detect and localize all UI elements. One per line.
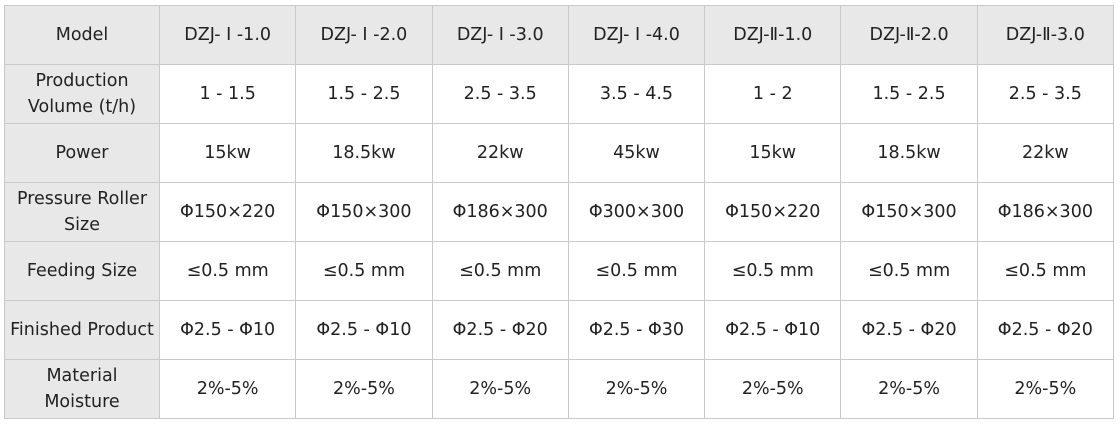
- table-cell: 2%-5%: [567, 359, 706, 419]
- table-cell: ≤0.5 mm: [431, 241, 569, 301]
- table-cell: ≤0.5 mm: [976, 241, 1115, 301]
- table-cell: Φ150×300: [840, 182, 978, 242]
- table-row: Feeding Size ≤0.5 mm ≤0.5 mm ≤0.5 mm ≤0.5 mm…: [4, 241, 1115, 301]
- table-cell: Φ2.5 - Φ10: [704, 300, 842, 360]
- table-cell: 2%-5%: [704, 359, 842, 419]
- model-header: DZJ- Ⅰ -4.0: [567, 5, 706, 65]
- model-header: DZJ-Ⅱ-3.0: [976, 5, 1115, 65]
- table-cell: 18.5kw: [295, 123, 433, 183]
- table-cell: ≤0.5 mm: [158, 241, 297, 301]
- row-label: Material Moisture: [4, 359, 160, 419]
- row-label: Feeding Size: [4, 241, 160, 301]
- table-cell: 2%-5%: [976, 359, 1115, 419]
- table-cell: Φ2.5 - Φ30: [567, 300, 706, 360]
- table-cell: Φ150×220: [158, 182, 297, 242]
- table-cell: 2%-5%: [158, 359, 297, 419]
- table-cell: 22kw: [431, 123, 569, 183]
- header-label: Model: [4, 5, 160, 65]
- table-cell: Φ2.5 - Φ10: [295, 300, 433, 360]
- table-row: Production Volume (t/h) 1 - 1.5 1.5 - 2.5 2…: [4, 64, 1115, 124]
- row-label: Production Volume (t/h): [4, 64, 160, 124]
- table-cell: 1 - 2: [704, 64, 842, 124]
- model-header: DZJ-Ⅱ-1.0: [704, 5, 842, 65]
- table-cell: 3.5 - 4.5: [567, 64, 706, 124]
- table-cell: Φ2.5 - Φ10: [158, 300, 297, 360]
- table-cell: Φ186×300: [431, 182, 569, 242]
- table-cell: 2%-5%: [840, 359, 978, 419]
- table-row: Pressure Roller Size Φ150×220 Φ150×300 Φ186…: [4, 182, 1115, 242]
- table-cell: Φ150×300: [295, 182, 433, 242]
- table-cell: 15kw: [158, 123, 297, 183]
- spec-table: Model DZJ- Ⅰ -1.0 DZJ- Ⅰ -2.0 DZJ- Ⅰ -3.0 DZ…: [4, 5, 1115, 419]
- model-header: DZJ-Ⅱ-2.0: [840, 5, 978, 65]
- table-cell: Φ186×300: [976, 182, 1115, 242]
- table-cell: ≤0.5 mm: [295, 241, 433, 301]
- table-cell: Φ2.5 - Φ20: [840, 300, 978, 360]
- table-cell: 2%-5%: [295, 359, 433, 419]
- table-cell: ≤0.5 mm: [567, 241, 706, 301]
- table-cell: 45kw: [567, 123, 706, 183]
- table-cell: 1.5 - 2.5: [295, 64, 433, 124]
- table-cell: 18.5kw: [840, 123, 978, 183]
- table-cell: 15kw: [704, 123, 842, 183]
- row-label: Finished Product: [4, 300, 160, 360]
- table-cell: 2.5 - 3.5: [431, 64, 569, 124]
- table-cell: ≤0.5 mm: [840, 241, 978, 301]
- table-row: Material Moisture 2%-5% 2%-5% 2%-5% 2%-5% 2%-…: [4, 359, 1115, 419]
- table-cell: 1 - 1.5: [158, 64, 297, 124]
- table-row: Finished Product Φ2.5 - Φ10 Φ2.5 - Φ10 Φ2.5…: [4, 300, 1115, 360]
- table-cell: Φ2.5 - Φ20: [431, 300, 569, 360]
- row-label: Pressure Roller Size: [4, 182, 160, 242]
- model-header: DZJ- Ⅰ -1.0: [158, 5, 297, 65]
- row-label: Power: [4, 123, 160, 183]
- table-cell: Φ2.5 - Φ20: [976, 300, 1115, 360]
- table-cell: 2%-5%: [431, 359, 569, 419]
- header-row: Model DZJ- Ⅰ -1.0 DZJ- Ⅰ -2.0 DZJ- Ⅰ -3.0 DZ…: [4, 5, 1115, 65]
- table-cell: 22kw: [976, 123, 1115, 183]
- table-cell: 1.5 - 2.5: [840, 64, 978, 124]
- table-cell: Φ150×220: [704, 182, 842, 242]
- table-cell: Φ300×300: [567, 182, 706, 242]
- table-cell: ≤0.5 mm: [704, 241, 842, 301]
- table-cell: 2.5 - 3.5: [976, 64, 1115, 124]
- table-row: Power 15kw 18.5kw 22kw 45kw 15kw 18.5kw 22kw: [4, 123, 1115, 183]
- model-header: DZJ- Ⅰ -2.0: [295, 5, 433, 65]
- model-header: DZJ- Ⅰ -3.0: [431, 5, 569, 65]
